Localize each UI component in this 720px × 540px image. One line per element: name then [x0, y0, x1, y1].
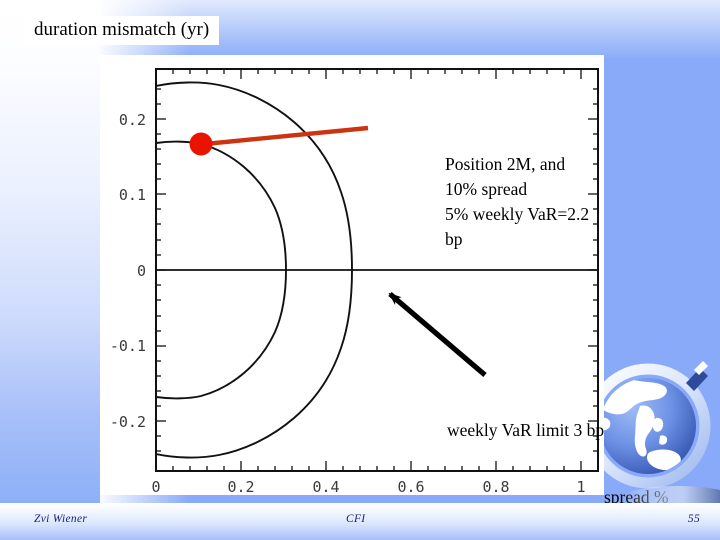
xtick-label: 0.8	[482, 478, 509, 495]
position-marker[interactable]	[189, 132, 213, 156]
annotation-var-limit-note: weekly VaR limit 3 bp	[447, 420, 605, 440]
xtick-label: 1	[576, 478, 585, 495]
contour-var-limit-3bp	[156, 81, 353, 459]
ytick-label: 0.1	[119, 186, 146, 204]
xtick-label: 0	[151, 478, 160, 495]
footer-course: CFI	[346, 513, 366, 525]
footer-page-number: 55	[687, 513, 700, 525]
background-gradient-left	[0, 0, 100, 503]
chart-yticks	[156, 88, 598, 452]
slide-title: duration mismatch (yr)	[24, 16, 220, 45]
ytick-label: 0	[137, 262, 146, 280]
globe-ring	[604, 361, 711, 489]
chart-svg: 0 0.2 0.4 0.6 0.8 1 -0.2 -0.1 0 0.1 0.2	[100, 55, 604, 495]
chart-xtick-labels: 0 0.2 0.4 0.6 0.8 1	[151, 478, 585, 495]
var-limit-arrow	[388, 292, 487, 377]
xtick-label: 0.2	[227, 478, 254, 495]
globe-sphere	[604, 378, 696, 474]
footer-author: Zvi Wiener	[34, 513, 88, 525]
position-arrow	[203, 125, 369, 147]
contour-var-2p2bp	[156, 140, 287, 400]
xtick-label: 0.4	[312, 478, 339, 495]
ytick-label: -0.1	[110, 337, 146, 355]
xtick-label: 0.6	[397, 478, 424, 495]
ytick-label: 0.2	[119, 111, 146, 129]
globe-continents	[604, 378, 687, 474]
ytick-label: -0.2	[110, 413, 146, 431]
chart-panel: 0 0.2 0.4 0.6 0.8 1 -0.2 -0.1 0 0.1 0.2	[100, 55, 669, 507]
slide-footer: Zvi Wiener CFI 55	[0, 503, 720, 540]
chart-xticks	[155, 69, 582, 471]
chart-ytick-labels: -0.2 -0.1 0 0.1 0.2	[110, 111, 146, 431]
annotation-position-note: Position 2M, and 10% spread 5% weekly Va…	[445, 154, 590, 249]
